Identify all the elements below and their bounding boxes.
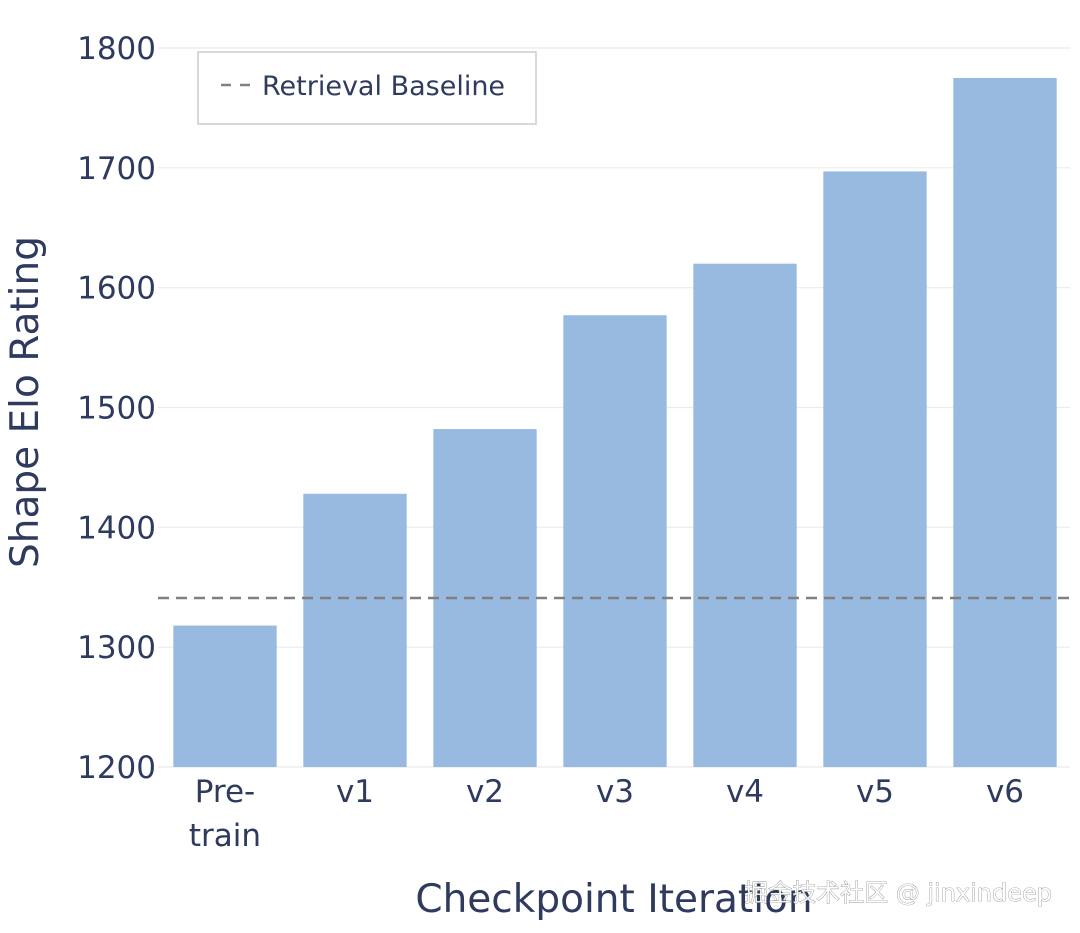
bar — [563, 315, 667, 767]
y-tick-label: 1600 — [77, 271, 156, 307]
watermark-text: 掘金技术社区 @ jinxindeep — [744, 879, 1052, 907]
bar — [303, 493, 407, 767]
y-tick-label: 1300 — [77, 630, 156, 666]
x-tick-label: Pre- — [195, 774, 255, 810]
bar — [173, 625, 277, 767]
bar — [953, 77, 1057, 768]
legend-baseline-label: Retrieval Baseline — [262, 71, 505, 102]
x-axis-title: Checkpoint Iteration — [415, 877, 812, 922]
legend: Retrieval Baseline — [197, 51, 537, 125]
x-tick-label: v4 — [726, 774, 764, 810]
x-tick-label: v5 — [856, 774, 894, 810]
x-tick-label: v2 — [466, 774, 504, 810]
x-tick-label: v1 — [336, 774, 374, 810]
legend-box — [197, 51, 537, 125]
x-tick-label: train — [189, 818, 261, 854]
y-axis-title: Shape Elo Rating — [3, 236, 48, 568]
y-tick-label: 1500 — [77, 391, 156, 427]
y-tick-label: 1800 — [77, 31, 156, 67]
bar — [693, 263, 797, 767]
bar — [823, 171, 927, 767]
x-tick-labels: Pre-train v1 v2 v3 v4 v5 v6 — [189, 774, 1024, 854]
x-tick-label: v6 — [986, 774, 1024, 810]
bars — [173, 77, 1057, 768]
y-tick-label: 1200 — [77, 750, 156, 786]
y-tick-label: 1400 — [77, 510, 156, 546]
y-tick-label: 1700 — [77, 151, 156, 187]
y-tick-labels: 1200 1300 1400 1500 1600 1700 1800 — [77, 31, 156, 786]
x-tick-label: v3 — [596, 774, 634, 810]
